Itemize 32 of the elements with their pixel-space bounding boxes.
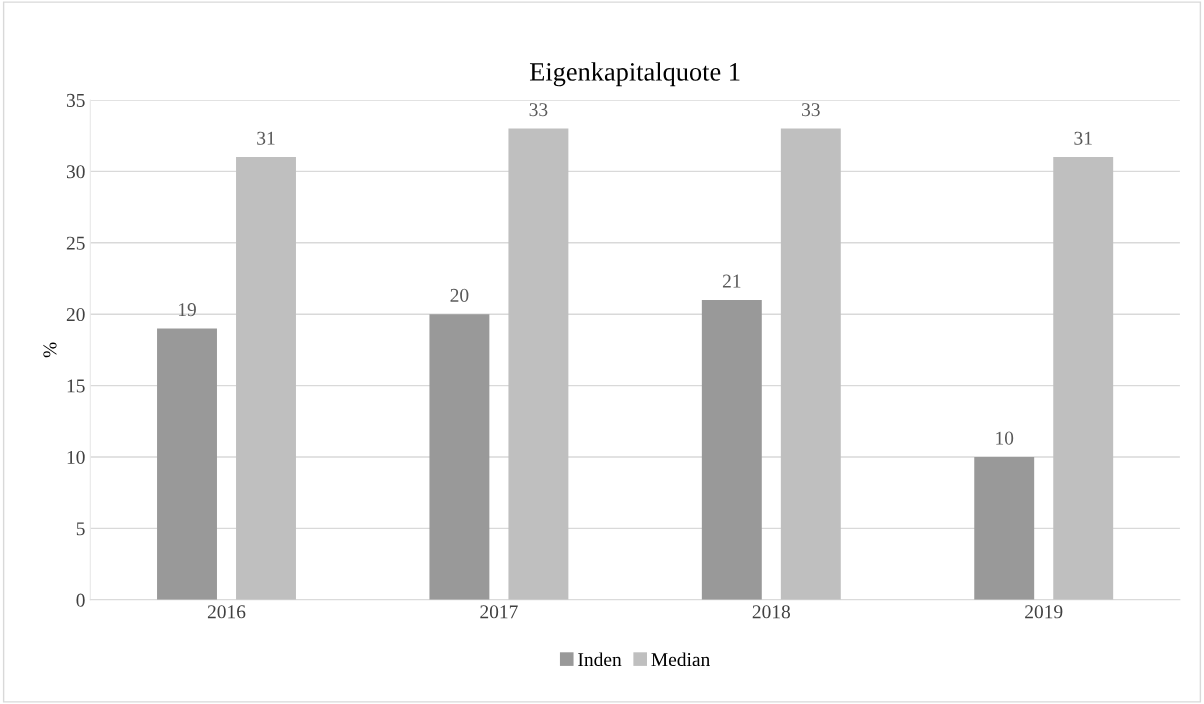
bar [701,299,762,600]
bar [157,328,217,600]
x-tick-label: 2018 [752,605,791,619]
bar [508,128,569,600]
y-tick-label: 5 [76,522,85,536]
bar [429,314,490,600]
bar [236,157,296,600]
x-tick-label: 2017 [480,605,518,619]
data-label: 20 [450,288,469,302]
y-tick-label: 10 [67,450,85,464]
chart-title: Eigenkapitalquote 1 [529,62,740,87]
data-label: 10 [996,431,1014,445]
data-label: 21 [722,274,741,288]
data-label: 33 [529,103,548,117]
x-tick-label: 2016 [207,605,246,619]
y-tick-label: 35 [66,93,85,107]
y-axis-title: % [43,342,57,358]
data-label: 31 [257,131,275,145]
y-tick-label: 15 [67,379,85,393]
y-tick-label: 25 [66,236,85,250]
legend-label: Inden [578,652,622,667]
y-tick-label: 0 [76,593,85,607]
x-tick-label: 2019 [1025,605,1063,619]
bar [1053,157,1114,600]
y-tick-label: 30 [66,165,85,179]
bar [974,457,1035,600]
bar [780,128,841,600]
y-tick-label: 20 [66,308,85,322]
data-label: 31 [1074,131,1092,145]
data-label: 19 [178,303,196,317]
data-label: 33 [802,103,820,117]
legend-label: Median [651,652,710,667]
